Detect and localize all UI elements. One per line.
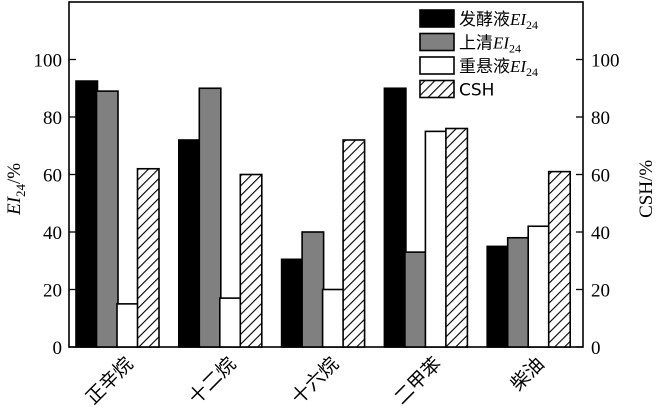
- legend-label: 上清EI24: [459, 34, 521, 56]
- y-left-tick-label: 60: [43, 166, 62, 187]
- bar-4-5: [547, 170, 572, 348]
- bar-1-3: [280, 258, 304, 348]
- y-right-tick-label: 100: [591, 51, 620, 72]
- y-left-tick-label: 0: [53, 338, 63, 359]
- y-left-axis-title: EI24/%: [4, 163, 28, 216]
- category-label: 十六烷: [287, 353, 343, 409]
- category-label: 二甲苯: [390, 353, 446, 409]
- legend-label: CSH: [459, 81, 494, 101]
- bar-4-4: [445, 127, 469, 348]
- legend-swatch: [419, 32, 455, 52]
- y-left-tick-label: 20: [43, 281, 62, 302]
- bar-1-1: [75, 80, 99, 348]
- bar-2-5: [506, 236, 531, 348]
- y-right-tick-label: 20: [591, 281, 610, 302]
- bar-4-1: [136, 167, 160, 348]
- legend-swatch: [419, 56, 455, 75]
- category-label: 正辛烷: [82, 353, 138, 409]
- category-label: 柴油: [506, 353, 548, 395]
- y-left-tick-label: 40: [43, 223, 62, 244]
- y-right-tick-label: 40: [591, 223, 610, 244]
- legend-swatch: [419, 9, 455, 28]
- bar-2-2: [198, 87, 222, 348]
- bar-3-5: [527, 225, 551, 348]
- legend-swatch: [419, 79, 455, 99]
- bar-2-1: [95, 90, 119, 348]
- legend-label: 发酵液EI24: [459, 10, 538, 32]
- bar-1-2: [178, 139, 202, 348]
- y-left-tick-label: 100: [34, 51, 63, 72]
- y-right-axis-title: CSH/%: [636, 160, 657, 218]
- y-right-tick-label: 60: [591, 166, 610, 187]
- legend-label: 重悬液EI24: [459, 57, 538, 79]
- bar-1-5: [486, 245, 510, 348]
- category-label: 十二烷: [184, 353, 240, 409]
- bar-3-2: [219, 297, 243, 348]
- bar-1-4: [383, 87, 407, 348]
- y-left-tick-label: 80: [43, 108, 62, 129]
- bar-3-4: [424, 130, 448, 348]
- y-right-tick-label: 80: [591, 108, 610, 129]
- bar-4-2: [239, 173, 263, 348]
- bar-4-3: [342, 139, 366, 348]
- bar-2-3: [301, 231, 325, 348]
- y-right-tick-label: 0: [591, 338, 601, 359]
- bar-3-1: [116, 303, 140, 348]
- bar-3-3: [321, 288, 345, 348]
- bar-2-4: [404, 251, 428, 348]
